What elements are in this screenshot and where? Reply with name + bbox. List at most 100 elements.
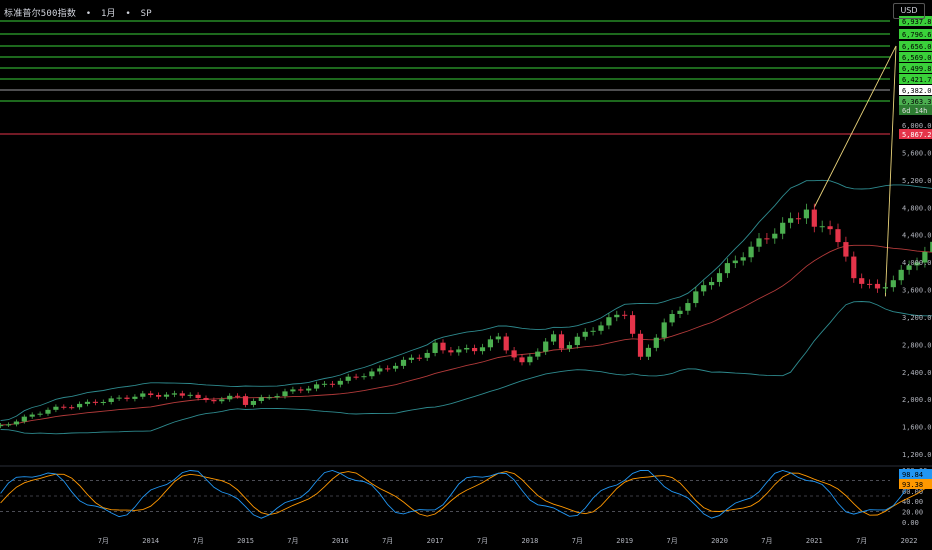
candle-body bbox=[377, 368, 383, 372]
countdown-tag: 6d 14h bbox=[902, 107, 927, 115]
candle-body bbox=[337, 380, 343, 385]
candle-body bbox=[843, 242, 849, 257]
candle-body bbox=[677, 310, 683, 315]
last-price-tag: 6,363.36 bbox=[902, 98, 932, 106]
candle-body bbox=[614, 314, 620, 318]
interval-label: 1月 bbox=[100, 9, 116, 19]
candle-body bbox=[653, 337, 659, 348]
candle-body bbox=[250, 400, 256, 405]
price-tag-6656: 6,656.08 bbox=[902, 43, 932, 51]
candle-body bbox=[479, 347, 486, 352]
candle-body bbox=[867, 283, 873, 285]
candle-body bbox=[227, 395, 233, 400]
candle-body bbox=[440, 342, 446, 351]
candle-body bbox=[321, 383, 328, 385]
candle-body bbox=[645, 347, 651, 357]
countdown-tag-bg bbox=[899, 105, 932, 115]
candle-body bbox=[353, 376, 359, 378]
candle-body bbox=[464, 347, 470, 350]
candle-body bbox=[61, 406, 67, 408]
candle-body bbox=[400, 359, 407, 366]
bollinger-bands bbox=[0, 179, 932, 435]
separator: • bbox=[125, 9, 132, 19]
separator: • bbox=[85, 9, 92, 19]
candle-body bbox=[29, 414, 35, 417]
candle-body bbox=[408, 357, 414, 360]
candle-body bbox=[219, 399, 225, 402]
candle-body bbox=[314, 384, 320, 389]
candle-body bbox=[622, 314, 628, 316]
price-tick-label: 2,800.00 bbox=[902, 341, 932, 349]
candle-body bbox=[811, 209, 817, 227]
time-tick-label: 2020 bbox=[711, 537, 728, 545]
time-tick-label: 2017 bbox=[427, 537, 444, 545]
price-tag-5867-bg bbox=[899, 129, 932, 139]
currency-button[interactable]: USD bbox=[893, 3, 925, 19]
candle-body bbox=[574, 336, 580, 346]
candle-body bbox=[535, 351, 541, 357]
stoch-d-tag: 93.38 bbox=[902, 481, 923, 489]
candle-body bbox=[37, 413, 43, 415]
price-tick-label: 5,200.00 bbox=[902, 177, 932, 185]
price-tag-6421: 6,421.78 bbox=[902, 76, 932, 84]
horizontal-levels bbox=[0, 20, 890, 135]
time-tick-label: 2019 bbox=[616, 537, 633, 545]
bb-upper-line bbox=[0, 179, 932, 422]
time-tick-label: 2022 bbox=[901, 537, 918, 545]
price-tick-label: 3,600.00 bbox=[902, 287, 932, 295]
candle-body bbox=[393, 365, 399, 369]
symbol-title[interactable]: 标准普尔500指数 • 1月 • SP bbox=[4, 6, 156, 19]
candle-body bbox=[495, 336, 501, 340]
candle-body bbox=[179, 393, 185, 396]
candle-body bbox=[329, 383, 335, 385]
candle-body bbox=[487, 339, 493, 348]
candles bbox=[0, 203, 932, 429]
candle-body bbox=[874, 283, 881, 289]
exchange-label: SP bbox=[140, 9, 152, 19]
candle-body bbox=[566, 345, 572, 349]
candle-body bbox=[282, 391, 288, 397]
candle-body bbox=[503, 336, 509, 351]
time-tick-label: 7月 bbox=[477, 537, 488, 545]
candle-body bbox=[306, 388, 312, 391]
price-tag-6656-bg bbox=[899, 41, 932, 51]
bb-basis-line bbox=[0, 244, 932, 426]
candle-body bbox=[835, 229, 841, 243]
candle-body bbox=[369, 371, 375, 377]
last-price-tag-bg bbox=[899, 96, 932, 106]
candle-body bbox=[361, 376, 367, 378]
candle-body bbox=[598, 325, 604, 331]
candle-body bbox=[709, 281, 715, 286]
candle-body bbox=[701, 285, 707, 292]
candle-body bbox=[242, 396, 249, 405]
candle-body bbox=[345, 376, 351, 381]
price-tick-label: 6,000.00 bbox=[902, 122, 932, 130]
price-tick-label: 1,600.00 bbox=[902, 424, 932, 432]
candle-body bbox=[13, 421, 19, 425]
candle-body bbox=[108, 398, 114, 402]
price-tag-6937-bg bbox=[899, 16, 932, 26]
stoch-d-line bbox=[0, 471, 932, 517]
price-tick-label: 2,000.00 bbox=[902, 396, 932, 404]
candle-body bbox=[637, 333, 644, 357]
candle-body bbox=[163, 394, 170, 397]
candle-body bbox=[898, 269, 904, 281]
candle-body bbox=[21, 416, 27, 422]
time-tick-label: 2016 bbox=[332, 537, 349, 545]
candle-body bbox=[922, 251, 928, 263]
price-tag-6937: 6,937.81 bbox=[902, 18, 932, 26]
candle-body bbox=[140, 393, 146, 397]
candle-body bbox=[685, 303, 691, 311]
candle-body bbox=[906, 265, 912, 270]
price-tick-label: 3,200.00 bbox=[902, 314, 932, 322]
candle-body bbox=[606, 317, 612, 326]
price-tag-6569: 6,569.03 bbox=[902, 54, 932, 62]
candle-body bbox=[235, 395, 241, 397]
price-tick-label: 4,800.00 bbox=[902, 204, 932, 212]
candle-body bbox=[788, 218, 794, 223]
candle-body bbox=[274, 396, 280, 398]
time-tick-label: 7月 bbox=[856, 537, 867, 545]
candle-body bbox=[69, 407, 75, 409]
candle-body bbox=[780, 222, 786, 234]
